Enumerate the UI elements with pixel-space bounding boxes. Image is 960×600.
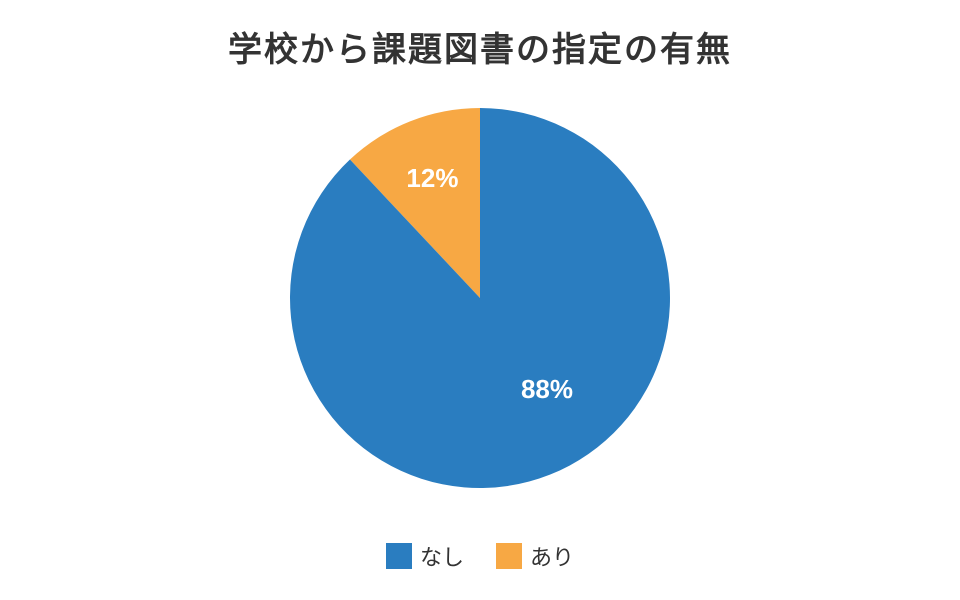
legend-label-ari: あり	[530, 546, 575, 571]
legend-swatch-nashi	[385, 543, 412, 569]
legend-swatch-ari	[496, 543, 522, 569]
data-label-ari: 12%	[406, 163, 458, 193]
legend-item-ari: あり	[496, 540, 574, 572]
legend-item-nashi: なし	[385, 540, 464, 572]
pie-slice-nashi	[290, 108, 671, 488]
pie-slice-ari	[349, 108, 480, 298]
chart-title: 学校から課題図書の指定の有無	[228, 30, 732, 70]
legend-label-nashi: なし	[419, 546, 464, 571]
legend: なし あり	[0, 540, 960, 572]
data-label-nashi: 88%	[521, 374, 573, 404]
